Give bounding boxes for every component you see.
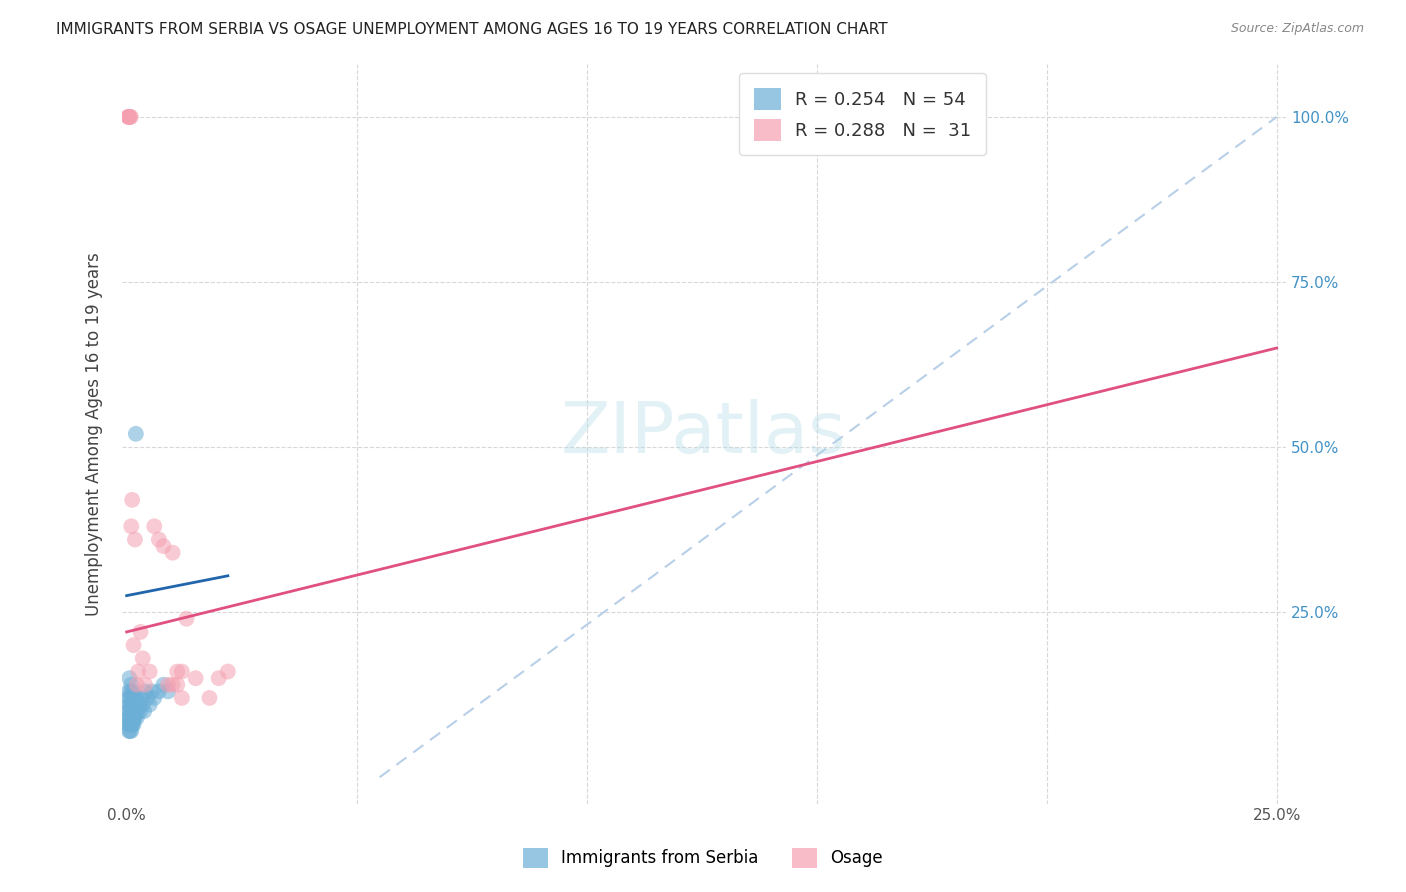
Point <box>127 665 149 679</box>
Point <box>128 698 150 712</box>
Point <box>157 684 180 698</box>
Point <box>162 546 184 560</box>
Point <box>162 678 184 692</box>
Point <box>170 690 193 705</box>
Point <box>148 684 170 698</box>
Point <box>125 690 148 705</box>
Point <box>121 711 143 725</box>
Point <box>121 492 143 507</box>
Point <box>125 704 148 718</box>
Point <box>131 690 153 705</box>
Point <box>117 690 139 705</box>
Point <box>122 684 145 698</box>
Point <box>117 704 139 718</box>
Point <box>127 698 149 712</box>
Point <box>138 665 160 679</box>
Point <box>120 711 142 725</box>
Point <box>166 678 188 692</box>
Point <box>120 723 142 738</box>
Point <box>120 717 142 731</box>
Point <box>118 704 141 718</box>
Point <box>122 638 145 652</box>
Point <box>124 704 146 718</box>
Point <box>117 711 139 725</box>
Point <box>138 698 160 712</box>
Point <box>121 690 143 705</box>
Point <box>132 651 155 665</box>
Point <box>124 533 146 547</box>
Point <box>122 711 145 725</box>
Point <box>129 704 152 718</box>
Point <box>184 671 207 685</box>
Point <box>118 110 141 124</box>
Point <box>118 698 141 712</box>
Point <box>117 717 139 731</box>
Point <box>170 665 193 679</box>
Point <box>120 698 142 712</box>
Point <box>118 110 141 124</box>
Point <box>208 671 231 685</box>
Point <box>148 533 170 547</box>
Point <box>118 110 141 124</box>
Legend: R = 0.254   N = 54, R = 0.288   N =  31: R = 0.254 N = 54, R = 0.288 N = 31 <box>740 73 986 155</box>
Point <box>127 704 149 718</box>
Point <box>132 698 155 712</box>
Point <box>124 711 146 725</box>
Legend: Immigrants from Serbia, Osage: Immigrants from Serbia, Osage <box>516 841 890 875</box>
Point <box>118 684 141 698</box>
Point <box>166 665 188 679</box>
Point <box>129 624 152 639</box>
Point <box>217 665 239 679</box>
Point <box>134 678 156 692</box>
Point <box>152 539 174 553</box>
Point <box>152 678 174 692</box>
Point <box>120 704 142 718</box>
Point <box>118 690 141 705</box>
Text: IMMIGRANTS FROM SERBIA VS OSAGE UNEMPLOYMENT AMONG AGES 16 TO 19 YEARS CORRELATI: IMMIGRANTS FROM SERBIA VS OSAGE UNEMPLOY… <box>56 22 887 37</box>
Point <box>141 684 163 698</box>
Point <box>118 711 141 725</box>
Point <box>125 711 148 725</box>
Point <box>117 110 139 124</box>
Point <box>134 704 156 718</box>
Point <box>118 723 141 738</box>
Point <box>157 678 180 692</box>
Point <box>117 110 139 124</box>
Point <box>198 690 221 705</box>
Point <box>120 110 142 124</box>
Point <box>136 690 159 705</box>
Point <box>125 678 148 692</box>
Point <box>118 717 141 731</box>
Y-axis label: Unemployment Among Ages 16 to 19 years: Unemployment Among Ages 16 to 19 years <box>86 252 103 615</box>
Point <box>122 717 145 731</box>
Point <box>120 678 142 692</box>
Point <box>125 426 148 441</box>
Point <box>143 519 166 533</box>
Point <box>118 671 141 685</box>
Point <box>134 684 156 698</box>
Text: ZIPatlas: ZIPatlas <box>561 400 846 468</box>
Text: Source: ZipAtlas.com: Source: ZipAtlas.com <box>1230 22 1364 36</box>
Point <box>121 717 143 731</box>
Point <box>118 723 141 738</box>
Point <box>124 698 146 712</box>
Point <box>121 704 143 718</box>
Point <box>143 690 166 705</box>
Point <box>122 711 145 725</box>
Point <box>176 612 198 626</box>
Point <box>121 717 143 731</box>
Point <box>122 698 145 712</box>
Point <box>121 698 143 712</box>
Point <box>122 690 145 705</box>
Point <box>120 684 142 698</box>
Point <box>120 519 142 533</box>
